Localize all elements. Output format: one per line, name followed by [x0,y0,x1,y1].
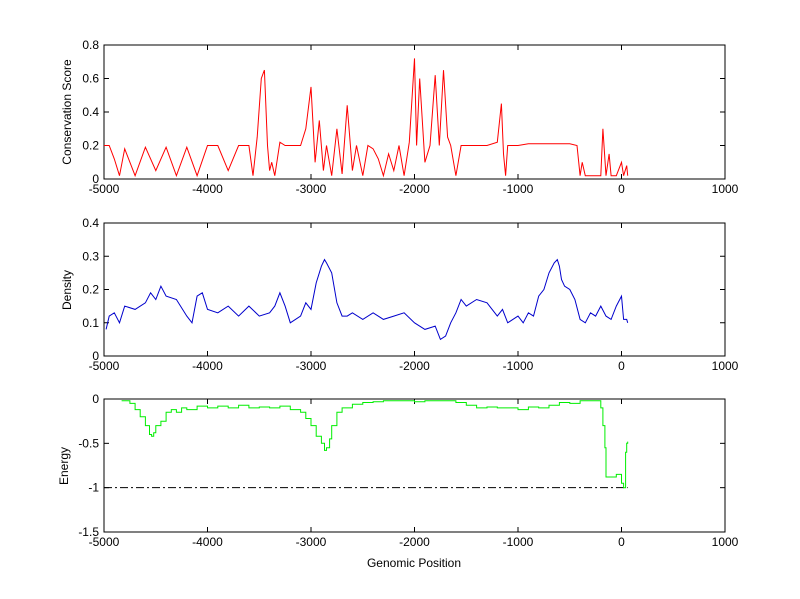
conservation-ytick-label: 0.6 [82,72,99,86]
conservation-xtick-label: -2000 [399,182,430,196]
conservation-ytick-label: 0.4 [82,105,99,119]
density-xtick-label: -2000 [399,359,430,373]
energy-ytick-label: -1 [88,481,99,495]
energy-ytick-label: -1.5 [78,525,99,539]
ylabel-energy: Energy [57,447,71,485]
subplot-energy: -5000 -4000 -3000 -2000 -1000 0 1000 -1.5 -1 -0.5… [57,392,739,570]
density-ytick-label: 0.2 [82,283,99,297]
density-ytick-label: 0.4 [82,216,99,230]
subplot-density: -5000 -4000 -3000 -2000 -1000 0 1000 0 0.1 0.2 0.3… [60,216,739,373]
conservation-series-line [104,58,629,178]
energy-xtick-label: 1000 [712,535,739,549]
density-xtick-label: -5000 [89,359,120,373]
density-xtick-label: -4000 [192,359,223,373]
conservation-ytick-label: 0 [92,172,99,186]
axes-box-density [103,222,726,357]
density-ytick-label: 0 [92,349,99,363]
density-plot-area: -5000 -4000 -3000 -2000 -1000 0 1000 0 0.1 0.2 0.3… [82,216,738,373]
density-xtick-label: 0 [618,359,625,373]
density-xtick-label: -3000 [296,359,327,373]
conservation-plot-area: -5000 -4000 -3000 -2000 -1000 0 1000 0 0.2 0.4 0.6… [82,38,738,196]
density-xtick-label: 1000 [712,359,739,373]
density-xtick-label: -1000 [503,359,534,373]
energy-xtick-label: -4000 [192,535,223,549]
ylabel-density: Density [60,270,74,310]
energy-xtick-label: -5000 [89,535,120,549]
energy-xtick-label: -2000 [399,535,430,549]
density-ytick-label: 0.3 [82,249,99,263]
conservation-xtick-label: 0 [618,182,625,196]
energy-ytick-label: -0.5 [78,436,99,450]
conservation-ytick-label: 0.2 [82,139,99,153]
density-ytick-label: 0.1 [82,316,99,330]
conservation-xtick-label: -3000 [296,182,327,196]
conservation-ytick-label: 0.8 [82,38,99,52]
xlabel-energy: Genomic Position [367,556,461,570]
energy-xtick-label: -1000 [503,535,534,549]
conservation-xtick-label: -1000 [503,182,534,196]
conservation-xtick-label: -5000 [89,182,120,196]
axes-box-energy [103,398,726,533]
energy-xtick-label: 0 [618,535,625,549]
density-series-line [105,258,629,341]
subplot-conservation: -5000 -4000 -3000 -2000 -1000 0 1000 0 0.2 0.4 0.6… [60,38,739,196]
energy-series-line [121,400,629,489]
conservation-xtick-label: -4000 [192,182,223,196]
energy-xtick-label: -3000 [296,535,327,549]
ylabel-conservation: Conservation Score [60,59,74,165]
energy-plot-area: -5000 -4000 -3000 -2000 -1000 0 1000 -1.5 -1 -0.5… [78,392,738,549]
conservation-xtick-label: 1000 [712,182,739,196]
energy-ytick-label: 0 [92,392,99,406]
